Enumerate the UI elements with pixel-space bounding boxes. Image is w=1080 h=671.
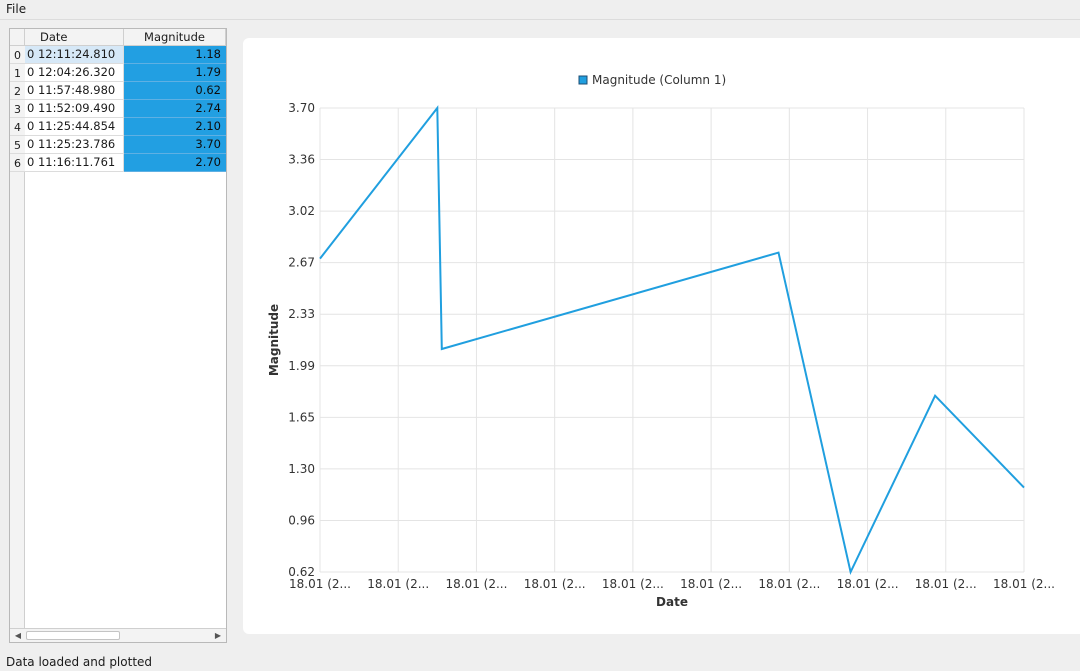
date-cell[interactable]: 0 11:52:09.490 [25,100,124,118]
y-tick-label: 3.70 [288,101,315,115]
x-tick-label: 18.01 (2... [837,577,899,591]
x-tick-label: 18.01 (2... [993,577,1055,591]
y-tick-label: 0.96 [288,513,315,527]
column-header-magnitude[interactable]: Magnitude [124,29,226,46]
date-cell[interactable]: 0 11:16:11.761 [25,154,124,172]
magnitude-cell[interactable]: 1.79 [124,64,226,82]
table-corner-button[interactable] [10,29,25,46]
row-index[interactable]: 2 [10,82,25,100]
line-chart: 0.62 0.96 1.30 1.65 1.99 2.33 2.67 3.02 3.36 3.70… [267,73,1055,609]
file-menu[interactable]: File [6,2,27,16]
menu-bar: File [0,0,1080,20]
x-tick-label: 18.01 (2... [289,577,351,591]
row-index[interactable]: 4 [10,118,25,136]
magnitude-cell[interactable]: 2.74 [124,100,226,118]
date-cell[interactable]: 0 11:57:48.980 [25,82,124,100]
status-bar-text: Data loaded and plotted [6,655,153,669]
y-tick-label: 2.67 [288,256,315,270]
row-index[interactable]: 0 [10,46,25,64]
scroll-left-icon[interactable]: ◀ [14,631,22,640]
date-cell[interactable]: 0 11:25:44.854 [25,118,124,136]
row-index[interactable]: 1 [10,64,25,82]
row-index[interactable]: 5 [10,136,25,154]
row-index[interactable]: 6 [10,154,25,172]
y-tick-label: 0.62 [288,565,315,579]
magnitude-cell[interactable]: 0.62 [124,82,226,100]
x-tick-label: 18.01 (2... [915,577,977,591]
magnitude-cell[interactable]: 1.18 [124,46,226,64]
y-tick-label: 1.30 [288,462,315,476]
magnitude-cell[interactable]: 2.10 [124,118,226,136]
scroll-right-icon[interactable]: ▶ [214,631,222,640]
chart-panel: 0.62 0.96 1.30 1.65 1.99 2.33 2.67 3.02 3.36 3.70… [243,38,1080,634]
y-tick-label: 3.02 [288,204,315,218]
row-header-column [10,46,25,642]
x-tick-label: 18.01 (2... [758,577,820,591]
x-tick-label: 18.01 (2... [524,577,586,591]
date-cell[interactable]: 0 12:04:26.320 [25,64,124,82]
y-tick-label: 2.33 [288,307,315,321]
magnitude-cell[interactable]: 3.70 [124,136,226,154]
x-axis-title: Date [656,595,688,609]
horizontal-scrollbar[interactable]: ◀ ▶ [10,628,226,642]
y-tick-label: 1.65 [288,410,315,424]
x-tick-label: 18.01 (2... [445,577,507,591]
table-header: Date Magnitude [10,29,226,46]
y-axis-title: Magnitude [267,304,281,376]
date-cell[interactable]: 0 12:11:24.810 [25,46,124,64]
y-tick-label: 3.36 [288,153,315,167]
row-index[interactable]: 3 [10,100,25,118]
x-tick-label: 18.01 (2... [680,577,742,591]
magnitude-cell[interactable]: 2.70 [124,154,226,172]
x-tick-label: 18.01 (2... [367,577,429,591]
legend-marker [578,75,588,85]
date-cell[interactable]: 0 11:25:23.786 [25,136,124,154]
x-tick-label: 18.01 (2... [602,577,664,591]
y-tick-label: 1.99 [288,359,315,373]
series-line-magnitude [319,105,1025,576]
legend-label: Magnitude (Column 1) [592,73,726,87]
scrollbar-thumb[interactable] [26,631,120,640]
column-header-date[interactable]: Date [25,29,124,46]
